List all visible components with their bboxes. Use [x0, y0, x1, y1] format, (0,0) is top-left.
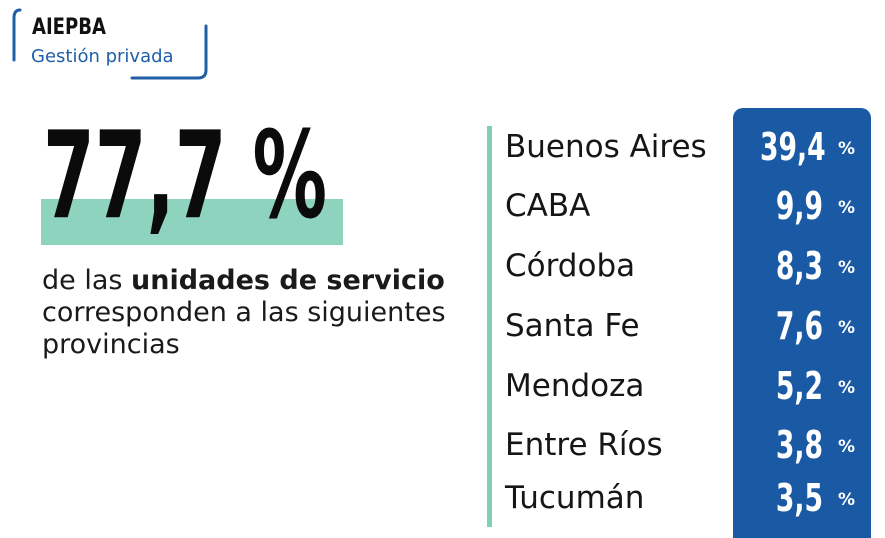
stat-value: 77,7 %	[43, 107, 328, 246]
province-row: Entre Ríos 3,8 %	[0, 425, 885, 485]
province-percent: 8,3	[775, 244, 823, 288]
stat-highlight-bar	[41, 199, 343, 245]
province-name: Tucumán	[505, 480, 645, 516]
percent-unit: %	[838, 258, 856, 278]
desc-part1: de las	[42, 265, 132, 296]
province-percent: 39,4	[760, 125, 826, 169]
percent-panel	[733, 108, 871, 538]
percent-unit: %	[838, 198, 856, 218]
province-row: Buenos Aires 39,4 %	[0, 127, 885, 187]
logo-frame-icon	[12, 8, 208, 80]
province-percent: 3,5	[775, 476, 823, 520]
province-percent: 7,6	[775, 304, 823, 348]
province-percent: 5,2	[775, 364, 823, 408]
province-name: Buenos Aires	[505, 129, 707, 165]
province-row: Mendoza 5,2 %	[0, 366, 885, 426]
province-name: Entre Ríos	[505, 427, 663, 463]
stat-description: de las unidades de servicio corresponden…	[42, 265, 462, 361]
province-name: CABA	[505, 188, 591, 224]
percent-unit: %	[838, 437, 856, 457]
province-row: Santa Fe 7,6 %	[0, 306, 885, 366]
province-row: Tucumán 3,5 %	[0, 478, 885, 538]
percent-unit: %	[838, 490, 856, 510]
desc-part2: corresponden a las siguientes provincias	[42, 297, 446, 360]
desc-bold: unidades de servicio	[131, 265, 445, 296]
percent-unit: %	[838, 318, 856, 338]
logo-title: AIEPBA	[32, 15, 106, 40]
province-name: Santa Fe	[505, 308, 640, 344]
province-percent: 9,9	[775, 184, 823, 228]
headline-stat: 77,7 %	[41, 115, 361, 255]
province-name: Córdoba	[505, 248, 636, 284]
province-name: Mendoza	[505, 368, 645, 404]
province-row: Córdoba 8,3 %	[0, 246, 885, 306]
aiepba-logo: AIEPBA Gestión privada	[12, 8, 208, 80]
province-row: CABA 9,9 %	[0, 186, 885, 246]
logo-subtitle: Gestión privada	[31, 46, 174, 67]
percent-unit: %	[838, 378, 856, 398]
percent-unit: %	[838, 139, 856, 159]
province-percent: 3,8	[775, 423, 823, 467]
list-divider	[487, 126, 492, 527]
